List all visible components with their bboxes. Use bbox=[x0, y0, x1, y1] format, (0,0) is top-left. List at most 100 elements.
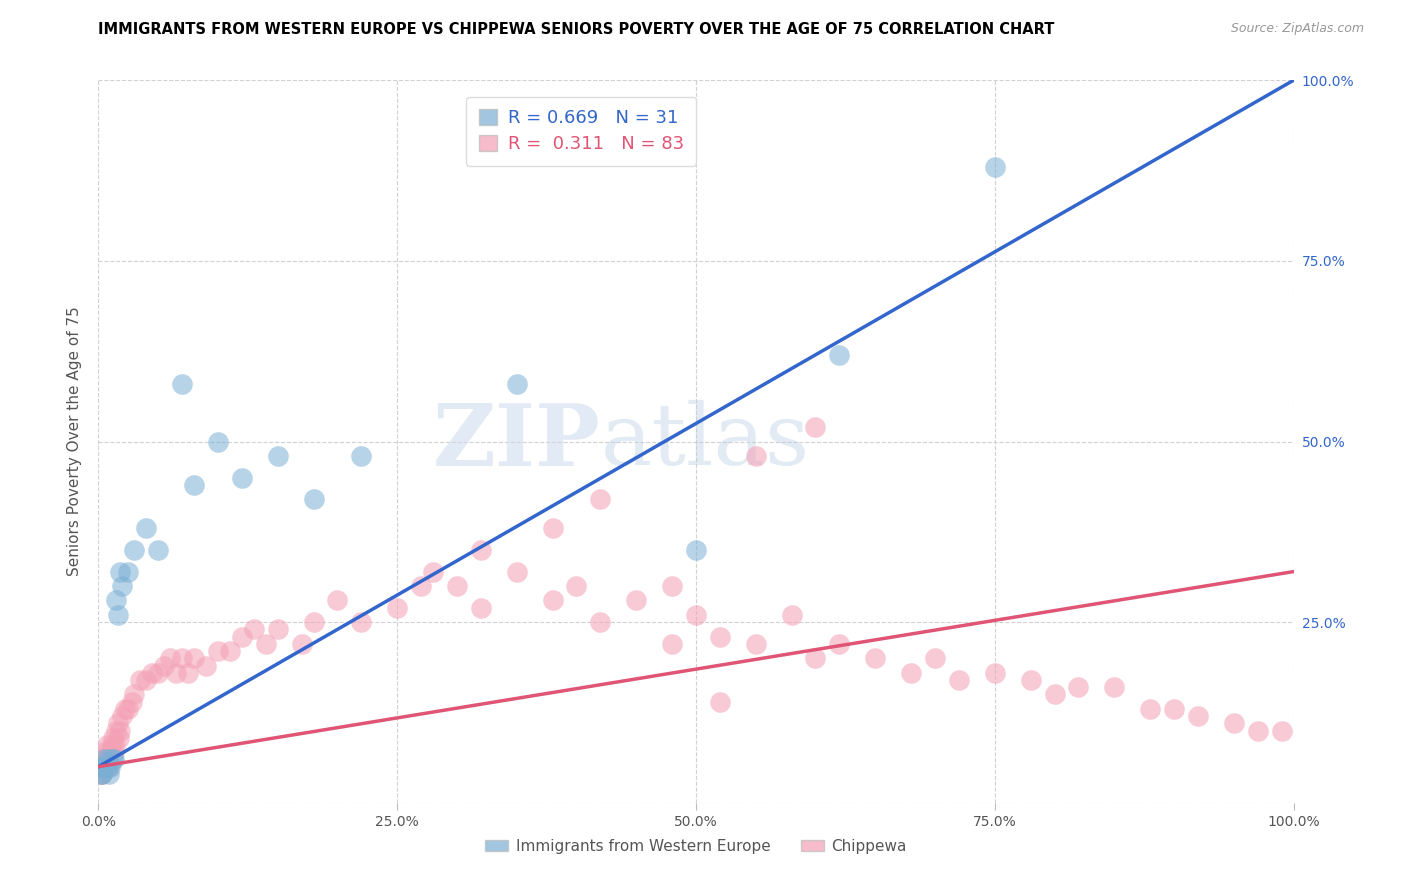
Point bbox=[254, 637, 277, 651]
Point bbox=[96, 760, 118, 774]
Point bbox=[89, 760, 111, 774]
Point bbox=[141, 665, 163, 680]
Point bbox=[172, 651, 194, 665]
Point bbox=[470, 600, 492, 615]
Point bbox=[1163, 702, 1185, 716]
Point bbox=[91, 760, 114, 774]
Point bbox=[195, 658, 218, 673]
Point bbox=[89, 760, 111, 774]
Point bbox=[231, 630, 253, 644]
Point bbox=[865, 651, 887, 665]
Point bbox=[685, 607, 707, 622]
Point bbox=[745, 637, 768, 651]
Point bbox=[350, 449, 373, 463]
Point bbox=[91, 752, 114, 766]
Text: Source: ZipAtlas.com: Source: ZipAtlas.com bbox=[1230, 22, 1364, 36]
Point bbox=[243, 623, 266, 637]
Point bbox=[984, 160, 1007, 174]
Point bbox=[107, 731, 129, 745]
Point bbox=[411, 579, 433, 593]
Point bbox=[1019, 673, 1042, 687]
Point bbox=[107, 716, 129, 731]
Point bbox=[135, 673, 157, 687]
Point bbox=[90, 767, 112, 781]
Point bbox=[541, 521, 564, 535]
Point bbox=[661, 637, 683, 651]
Point bbox=[207, 434, 229, 449]
Point bbox=[302, 492, 325, 507]
Point bbox=[111, 709, 134, 723]
Point bbox=[103, 752, 125, 766]
Point bbox=[107, 607, 129, 622]
Point bbox=[948, 673, 970, 687]
Point bbox=[350, 615, 373, 630]
Point bbox=[111, 579, 134, 593]
Point bbox=[105, 593, 128, 607]
Point bbox=[121, 695, 143, 709]
Point bbox=[385, 600, 409, 615]
Point bbox=[108, 565, 131, 579]
Point bbox=[153, 658, 176, 673]
Point bbox=[114, 702, 136, 716]
Point bbox=[94, 760, 117, 774]
Point bbox=[924, 651, 946, 665]
Point bbox=[103, 745, 125, 759]
Point bbox=[129, 673, 152, 687]
Point bbox=[804, 651, 827, 665]
Point bbox=[984, 665, 1007, 680]
Point bbox=[100, 738, 122, 752]
Point bbox=[506, 376, 529, 391]
Point bbox=[745, 449, 768, 463]
Point bbox=[267, 449, 290, 463]
Text: IMMIGRANTS FROM WESTERN EUROPE VS CHIPPEWA SENIORS POVERTY OVER THE AGE OF 75 CO: IMMIGRANTS FROM WESTERN EUROPE VS CHIPPE… bbox=[98, 22, 1054, 37]
Point bbox=[98, 767, 121, 781]
Point bbox=[90, 767, 112, 781]
Y-axis label: Seniors Poverty Over the Age of 75: Seniors Poverty Over the Age of 75 bbox=[67, 307, 83, 576]
Legend: Immigrants from Western Europe, Chippewa: Immigrants from Western Europe, Chippewa bbox=[479, 833, 912, 860]
Point bbox=[96, 738, 118, 752]
Point bbox=[506, 565, 529, 579]
Point bbox=[172, 376, 194, 391]
Point bbox=[804, 420, 827, 434]
Point bbox=[1104, 680, 1126, 694]
Point bbox=[1223, 716, 1246, 731]
Point bbox=[101, 752, 124, 766]
Text: ZIP: ZIP bbox=[433, 400, 600, 483]
Point bbox=[135, 521, 157, 535]
Point bbox=[94, 760, 117, 774]
Point bbox=[108, 723, 131, 738]
Point bbox=[207, 644, 229, 658]
Point bbox=[148, 542, 170, 557]
Point bbox=[231, 470, 253, 484]
Point bbox=[97, 752, 120, 766]
Point bbox=[565, 579, 588, 593]
Point bbox=[828, 637, 851, 651]
Point bbox=[93, 745, 115, 759]
Point bbox=[291, 637, 314, 651]
Point bbox=[302, 615, 325, 630]
Point bbox=[101, 731, 124, 745]
Point bbox=[709, 630, 731, 644]
Point bbox=[541, 593, 564, 607]
Point bbox=[1247, 723, 1270, 738]
Point bbox=[709, 695, 731, 709]
Point bbox=[828, 348, 851, 362]
Point bbox=[177, 665, 200, 680]
Point bbox=[183, 478, 205, 492]
Point bbox=[661, 579, 683, 593]
Point bbox=[104, 738, 127, 752]
Point bbox=[98, 760, 121, 774]
Text: atlas: atlas bbox=[600, 400, 810, 483]
Point bbox=[117, 702, 139, 716]
Point bbox=[446, 579, 468, 593]
Point bbox=[91, 767, 114, 781]
Point bbox=[97, 752, 120, 766]
Point bbox=[105, 723, 128, 738]
Point bbox=[1067, 680, 1090, 694]
Point bbox=[470, 542, 492, 557]
Point bbox=[98, 745, 122, 759]
Point bbox=[780, 607, 803, 622]
Point bbox=[159, 651, 181, 665]
Point bbox=[117, 565, 139, 579]
Point bbox=[219, 644, 242, 658]
